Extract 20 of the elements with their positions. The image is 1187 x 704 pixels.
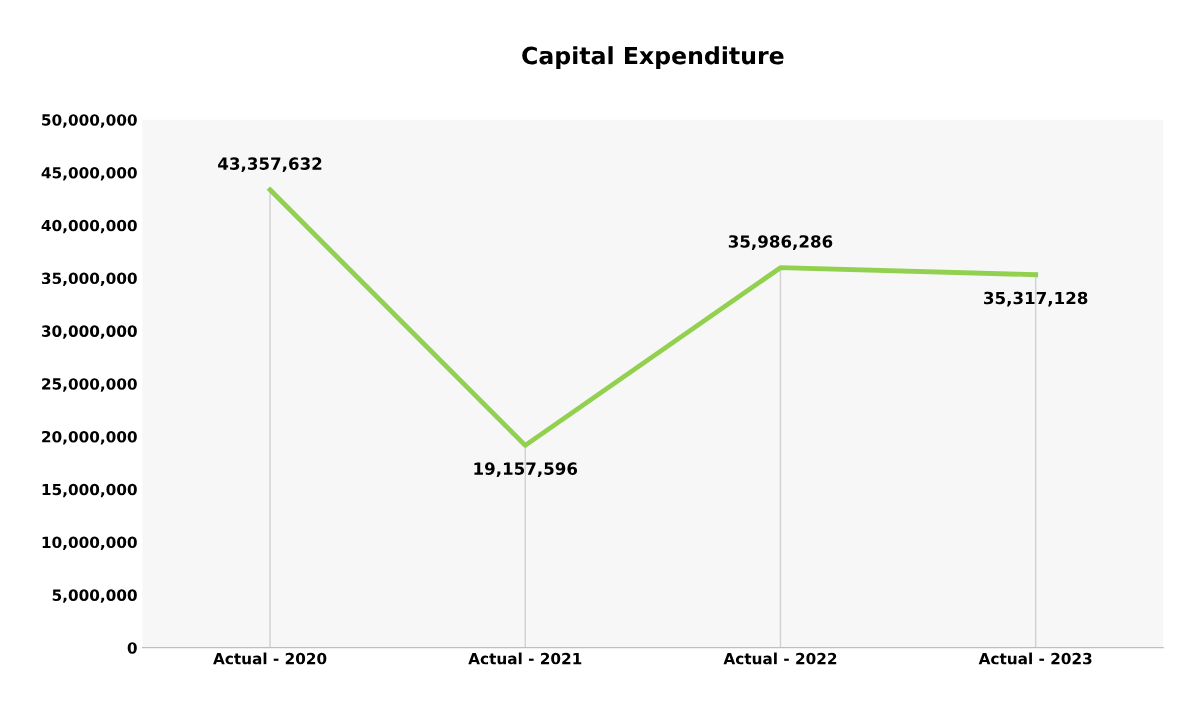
- y-tick-label: 30,000,000: [41, 325, 137, 339]
- x-tick-label: Actual - 2021: [468, 652, 582, 665]
- y-tick-label: 15,000,000: [42, 483, 137, 498]
- y-tick-label: 5,000,000: [52, 589, 137, 603]
- x-tick-label: Actual - 2022: [723, 652, 837, 665]
- y-tick-label: 25,000,000: [42, 378, 137, 392]
- data-label: 19,157,596: [474, 462, 578, 478]
- y-tick-label: 35,000,000: [41, 272, 137, 287]
- x-tick-label: Actual - 2023: [978, 652, 1092, 665]
- y-tick-label: 0: [127, 642, 137, 654]
- y-tick-label: 45,000,000: [41, 166, 137, 181]
- data-label: 35,986,286: [728, 235, 833, 250]
- chart-title: Capital Expenditure: [522, 46, 784, 70]
- y-tick-label: 40,000,000: [41, 219, 137, 234]
- data-label: 43,357,632: [218, 157, 322, 173]
- x-tick-label: Actual - 2020: [213, 652, 327, 665]
- y-tick-label: 10,000,000: [42, 536, 137, 551]
- y-tick-label: 50,000,000: [42, 114, 137, 128]
- data-label: 35,317,128: [984, 291, 1088, 307]
- y-tick-label: 20,000,000: [42, 430, 137, 445]
